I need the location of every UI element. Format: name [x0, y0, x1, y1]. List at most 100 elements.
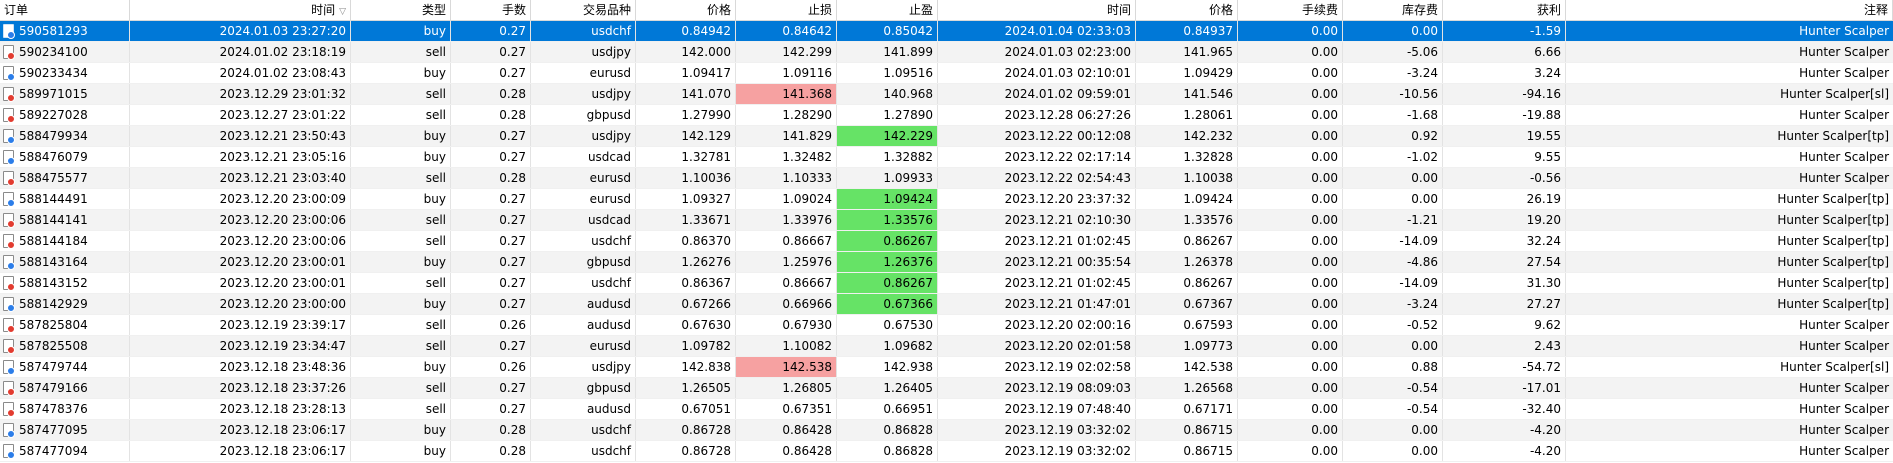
price-cell: 0.86728	[636, 441, 736, 461]
swap-cell: -1.68	[1343, 105, 1443, 125]
table-row[interactable]: 587479166 2023.12.18 23:37:26 sell 0.27 gbpu…	[0, 378, 1893, 399]
order-cell: 588142929	[0, 294, 130, 314]
table-row[interactable]: 588476079 2023.12.21 23:05:16 buy 0.27 usdca…	[0, 147, 1893, 168]
commission-cell: 0.00	[1238, 294, 1343, 314]
table-row[interactable]: 587477095 2023.12.18 23:06:17 buy 0.28 usdch…	[0, 420, 1893, 441]
table-row[interactable]: 588142929 2023.12.20 23:00:00 buy 0.27 audus…	[0, 294, 1893, 315]
take-profit-cell: 0.86267	[837, 231, 938, 251]
close-time-cell: 2023.12.20 23:37:32	[938, 189, 1136, 209]
stop-loss-cell: 0.86428	[736, 420, 837, 440]
swap-cell: -1.21	[1343, 210, 1443, 230]
profit-cell: 26.19	[1443, 189, 1566, 209]
comment-cell: Hunter Scalper[sl]	[1780, 360, 1889, 374]
take-profit-cell: 0.86828	[837, 441, 938, 461]
column-header-symbol[interactable]: 交易品种	[531, 0, 636, 20]
table-row[interactable]: 589971015 2023.12.29 23:01:32 sell 0.28 usdj…	[0, 84, 1893, 105]
table-row[interactable]: 587825804 2023.12.19 23:39:17 sell 0.26 audu…	[0, 315, 1893, 336]
table-row[interactable]: 590581293 2024.01.03 23:27:20 buy 0.27 usdch…	[0, 21, 1893, 42]
profit-cell: -17.01	[1443, 378, 1566, 398]
type-cell: sell	[351, 105, 451, 125]
commission-cell: 0.00	[1238, 399, 1343, 419]
close-time-cell: 2023.12.19 03:32:02	[938, 420, 1136, 440]
open-time-cell: 2024.01.02 23:08:43	[130, 63, 351, 83]
close-price-cell: 1.26568	[1136, 378, 1238, 398]
column-header-take-profit[interactable]: 止盈	[837, 0, 938, 20]
order-number: 588144491	[19, 192, 88, 206]
lots-cell: 0.26	[451, 315, 531, 335]
table-row[interactable]: 587478376 2023.12.18 23:28:13 sell 0.27 audu…	[0, 399, 1893, 420]
order-number: 587479744	[19, 360, 88, 374]
order-document-icon	[3, 380, 15, 396]
close-price-cell: 1.26378	[1136, 252, 1238, 272]
symbol-cell: audusd	[531, 315, 636, 335]
close-time-cell: 2023.12.22 02:54:43	[938, 168, 1136, 188]
commission-cell: 0.00	[1238, 105, 1343, 125]
profit-cell: -0.56	[1443, 168, 1566, 188]
table-row[interactable]: 587477094 2023.12.18 23:06:17 buy 0.28 usdch…	[0, 441, 1893, 462]
order-number: 587479166	[19, 381, 88, 395]
column-header-commission[interactable]: 手续费	[1238, 0, 1343, 20]
close-time-cell: 2024.01.03 02:10:01	[938, 63, 1136, 83]
price-cell: 0.86370	[636, 231, 736, 251]
order-document-icon	[3, 170, 15, 186]
table-row[interactable]: 588143164 2023.12.20 23:00:01 buy 0.27 gbpus…	[0, 252, 1893, 273]
order-cell: 587479744	[0, 357, 130, 377]
commission-cell: 0.00	[1238, 378, 1343, 398]
take-profit-cell: 1.09516	[837, 63, 938, 83]
lots-cell: 0.28	[451, 168, 531, 188]
type-cell: buy	[351, 126, 451, 146]
symbol-cell: usdchf	[531, 441, 636, 461]
symbol-cell: eurusd	[531, 189, 636, 209]
column-header-open-time[interactable]: 时间 ▽	[130, 0, 351, 20]
column-header-swap[interactable]: 库存费	[1343, 0, 1443, 20]
column-header-lots[interactable]: 手数	[451, 0, 531, 20]
close-time-cell: 2023.12.20 02:00:16	[938, 315, 1136, 335]
order-number: 589971015	[19, 87, 88, 101]
stop-loss-cell: 0.67930	[736, 315, 837, 335]
price-cell: 1.09417	[636, 63, 736, 83]
table-row[interactable]: 587479744 2023.12.18 23:48:36 buy 0.26 usdjp…	[0, 357, 1893, 378]
profit-cell: -32.40	[1443, 399, 1566, 419]
column-header-close-time[interactable]: 时间	[938, 0, 1136, 20]
table-row[interactable]: 588144141 2023.12.20 23:00:06 sell 0.27 usdc…	[0, 210, 1893, 231]
table-row[interactable]: 590233434 2024.01.02 23:08:43 buy 0.27 eurus…	[0, 63, 1893, 84]
profit-cell: -1.59	[1443, 21, 1566, 41]
table-row[interactable]: 588475577 2023.12.21 23:03:40 sell 0.28 euru…	[0, 168, 1893, 189]
swap-cell: 0.00	[1343, 168, 1443, 188]
close-price-cell: 142.538	[1136, 357, 1238, 377]
column-header-close-price[interactable]: 价格	[1136, 0, 1238, 20]
column-header-profit[interactable]: 获利	[1443, 0, 1566, 20]
table-row[interactable]: 588479934 2023.12.21 23:50:43 buy 0.27 usdjp…	[0, 126, 1893, 147]
table-row[interactable]: 589227028 2023.12.27 23:01:22 sell 0.28 gbpu…	[0, 105, 1893, 126]
close-price-cell: 141.965	[1136, 42, 1238, 62]
order-number: 588143164	[19, 255, 88, 269]
order-number: 590233434	[19, 66, 88, 80]
price-cell: 0.86367	[636, 273, 736, 293]
table-row[interactable]: 588144491 2023.12.20 23:00:09 buy 0.27 eurus…	[0, 189, 1893, 210]
stop-loss-cell: 0.86667	[736, 231, 837, 251]
type-cell: sell	[351, 84, 451, 104]
type-cell: buy	[351, 441, 451, 461]
table-row[interactable]: 588144184 2023.12.20 23:00:06 sell 0.27 usdc…	[0, 231, 1893, 252]
take-profit-cell: 1.09424	[837, 189, 938, 209]
close-price-cell: 1.09429	[1136, 63, 1238, 83]
price-cell: 1.32781	[636, 147, 736, 167]
table-row[interactable]: 590234100 2024.01.02 23:18:19 sell 0.27 usdj…	[0, 42, 1893, 63]
column-header-comment[interactable]: 注释	[1566, 0, 1893, 20]
order-document-icon	[3, 107, 15, 123]
order-cell: 590234100	[0, 42, 130, 62]
column-header-stop-loss[interactable]: 止损	[736, 0, 837, 20]
column-header-type[interactable]: 类型	[351, 0, 451, 20]
swap-cell: -3.24	[1343, 63, 1443, 83]
order-number: 588479934	[19, 129, 88, 143]
column-header-price[interactable]: 价格	[636, 0, 736, 20]
symbol-cell: usdjpy	[531, 357, 636, 377]
swap-cell: -3.24	[1343, 294, 1443, 314]
column-header-order[interactable]: 订单	[0, 0, 130, 20]
table-row[interactable]: 587825508 2023.12.19 23:34:47 sell 0.27 euru…	[0, 336, 1893, 357]
table-row[interactable]: 588143152 2023.12.20 23:00:01 sell 0.27 usdc…	[0, 273, 1893, 294]
comment-cell: Hunter Scalper[tp]	[1777, 192, 1889, 206]
comment-cell: Hunter Scalper	[1799, 444, 1889, 458]
take-profit-cell: 140.968	[837, 84, 938, 104]
open-time-cell: 2023.12.20 23:00:01	[130, 273, 351, 293]
